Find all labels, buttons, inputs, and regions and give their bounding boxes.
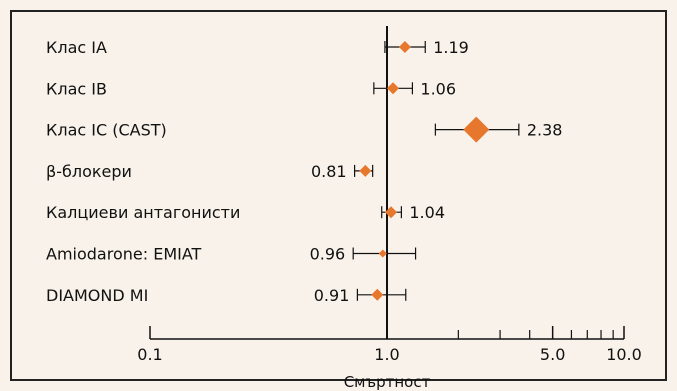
value-label: 0.81 (311, 162, 347, 181)
value-label: 2.38 (527, 121, 563, 140)
forest-row: Клас IB 1.06 (46, 79, 456, 98)
forest-row: Калциеви антагонисти 1.04 (46, 203, 445, 222)
x-tick-label: 5.0 (540, 345, 565, 364)
row-label: Клас IA (46, 38, 107, 57)
row-label: Калциеви антагонисти (46, 203, 240, 222)
value-label: 1.19 (433, 38, 469, 57)
value-label: 1.06 (420, 79, 456, 98)
point-estimate-marker (463, 116, 490, 143)
point-estimate-marker (378, 249, 387, 258)
x-tick-label: 10.0 (606, 345, 642, 364)
value-label: 0.91 (314, 286, 350, 305)
point-estimate-marker (398, 41, 411, 53)
x-axis-title: Смъртност (344, 373, 431, 391)
row-label: Клас IB (46, 79, 107, 98)
forest-row: Amiodarone: EMIAT 0.96 (46, 245, 417, 264)
point-estimate-marker (359, 164, 372, 177)
point-estimate-marker (371, 288, 384, 301)
value-label: 0.96 (310, 245, 346, 264)
forest-row: DIAMOND MI 0.91 (46, 286, 407, 305)
row-label: Клас IC (CAST) (46, 121, 167, 140)
point-estimate-marker (385, 206, 398, 219)
forest-row: Клас IA 1.19 (46, 38, 469, 57)
point-estimate-marker (386, 82, 399, 95)
forest-row: β-блокери 0.81 (46, 162, 374, 181)
value-label: 1.04 (409, 203, 445, 222)
chart-frame (10, 10, 667, 381)
x-tick-label: 0.1 (137, 345, 162, 364)
x-axis: 0.1 1.0 5.0 10.0 (137, 326, 642, 364)
x-tick-label: 1.0 (374, 345, 399, 364)
row-label: β-блокери (46, 162, 132, 181)
forest-rows: Клас IA 1.19 Клас IB 1.06 Клас IC (CAST) 2.38… (46, 26, 562, 339)
row-label: DIAMOND MI (46, 286, 148, 305)
forest-row: Клас IC (CAST) 2.38 (46, 116, 563, 143)
row-label: Amiodarone: EMIAT (46, 245, 202, 264)
